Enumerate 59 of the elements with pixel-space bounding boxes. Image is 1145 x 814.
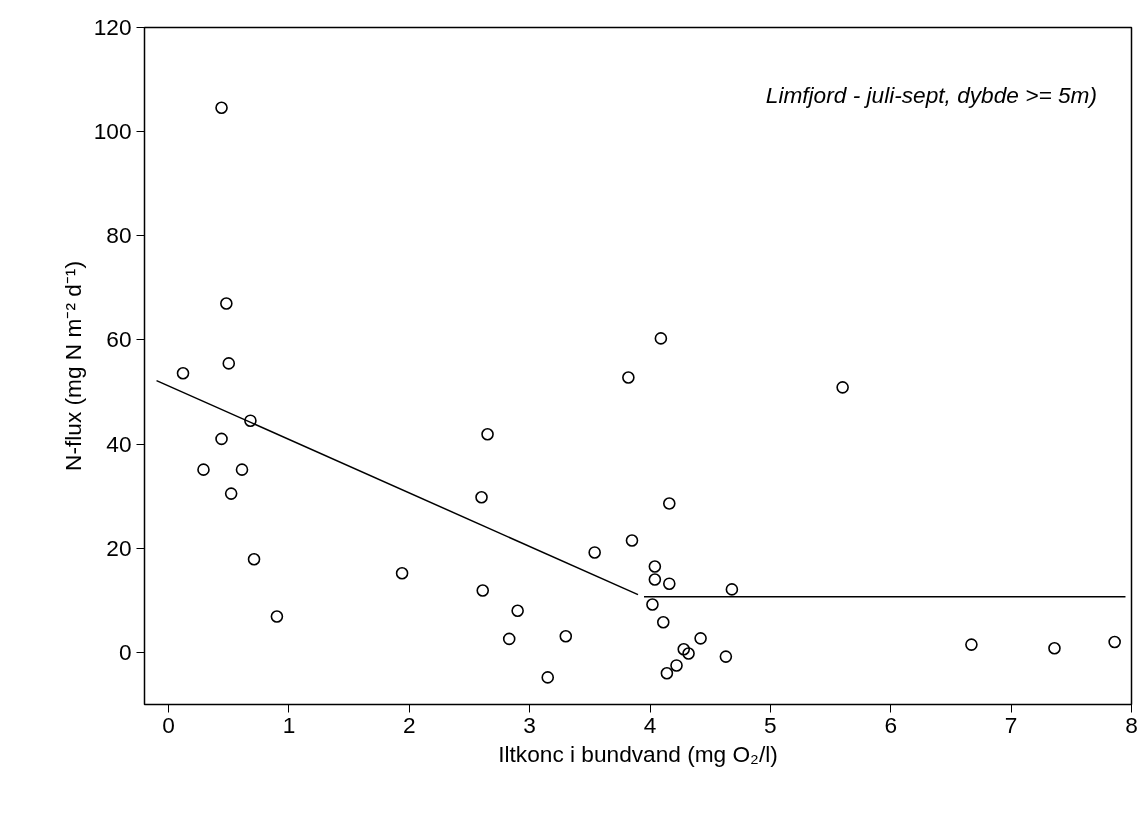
y-tick-label: 20 [106, 534, 132, 561]
x-tick-label: 2 [403, 711, 416, 738]
x-tick-label: 0 [162, 711, 175, 738]
point [481, 427, 494, 441]
point [215, 101, 228, 114]
point [176, 367, 190, 380]
y-tick-label: 60 [106, 326, 132, 353]
point [215, 432, 228, 446]
point [725, 583, 739, 596]
point [1108, 635, 1121, 649]
x-tick-label: 8 [1125, 711, 1138, 738]
point [220, 297, 233, 310]
point [660, 666, 674, 680]
point [270, 610, 284, 623]
point [235, 463, 249, 476]
point [559, 629, 573, 643]
point [694, 632, 707, 645]
x-tick-label: 5 [764, 711, 777, 738]
x-tick-label: 7 [1004, 711, 1018, 738]
point [663, 497, 676, 510]
point [476, 584, 490, 597]
point [588, 546, 601, 559]
y-tick-label: 80 [106, 222, 132, 249]
x-axis-title: Iltkonc i bundvand (mg O₂/l) [498, 740, 778, 767]
point [224, 487, 238, 500]
point [247, 552, 261, 566]
point [656, 615, 670, 629]
point [677, 643, 691, 656]
point [682, 647, 695, 660]
point [244, 414, 257, 427]
point [1048, 641, 1061, 655]
y-tick-label: 0 [118, 638, 132, 665]
x-tick-label: 3 [523, 711, 536, 738]
point [395, 566, 409, 580]
point [648, 573, 662, 586]
y-tick-label: 100 [93, 118, 132, 145]
x-tick-label: 1 [282, 711, 296, 738]
point [965, 638, 978, 651]
point [663, 577, 676, 590]
x-tick-label: 4 [643, 711, 657, 738]
point [648, 560, 662, 573]
point [502, 632, 516, 646]
point [197, 463, 210, 476]
y-tick-label: 120 [93, 14, 132, 40]
point [670, 659, 683, 672]
annotation: Limfjord - juli-sept, dybde >= 5m) [765, 82, 1097, 109]
point [646, 598, 659, 611]
y-tick-label: 40 [106, 430, 132, 457]
point [541, 671, 555, 684]
point [836, 381, 849, 394]
point [625, 534, 639, 547]
point [719, 650, 733, 663]
point [622, 371, 635, 384]
point [222, 357, 236, 370]
point [511, 604, 524, 618]
point [654, 332, 668, 345]
x-tick-label: 6 [884, 711, 898, 738]
y-axis-title: N-flux (mg N m⁻² d⁻¹) [59, 261, 86, 471]
point [475, 490, 488, 504]
